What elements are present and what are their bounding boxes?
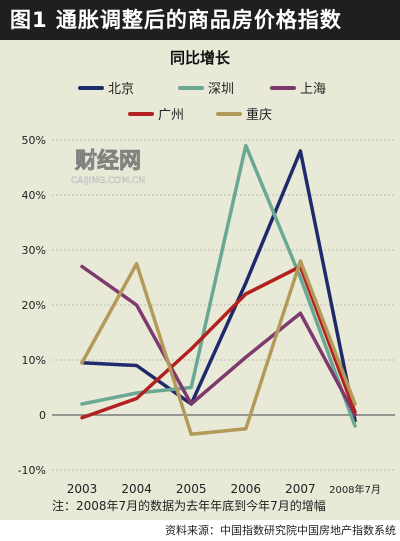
legend-item: 广州 bbox=[128, 108, 184, 123]
chart-note: 注：2008年7月的数据为去年年底到今年7月的增幅 bbox=[52, 498, 326, 513]
figure-title: 图1 通胀调整后的商品房价格指数 bbox=[0, 0, 400, 40]
legend-label: 北京 bbox=[108, 82, 134, 97]
y-tick-label: 50% bbox=[22, 134, 46, 147]
legend-label: 广州 bbox=[158, 108, 184, 123]
y-tick-label: -10% bbox=[18, 464, 46, 477]
legend-label: 上海 bbox=[300, 82, 326, 97]
legend-item: 重庆 bbox=[216, 107, 272, 123]
series-line bbox=[80, 143, 357, 428]
series-line bbox=[80, 259, 357, 436]
legend-label: 重庆 bbox=[246, 107, 272, 123]
watermark-logo: 财经网 bbox=[75, 148, 141, 174]
x-tick-label: 2006 bbox=[231, 482, 262, 496]
legend-label: 深圳 bbox=[208, 82, 234, 97]
series-line bbox=[80, 264, 357, 420]
x-tick-label: 2007 bbox=[285, 482, 316, 496]
grid bbox=[52, 139, 395, 471]
y-tick-label: 40% bbox=[22, 189, 46, 202]
y-tick-label: 10% bbox=[22, 354, 46, 367]
watermark: 财经网 CAIJING.COM.CN bbox=[71, 148, 145, 187]
y-tick-label: 0 bbox=[39, 409, 46, 422]
chart-title: 同比增长 bbox=[170, 49, 231, 67]
chart-panel: 同比增长 北京 深圳 上海广州 重庆 -10% 0 10% 20% 30% 40% 50% 200… bbox=[0, 40, 400, 520]
x-axis: 2003 2004 2005 2006 2007 2008年7月 bbox=[67, 482, 381, 496]
x-tick-label: 2005 bbox=[176, 482, 207, 496]
x-tick-label: 2004 bbox=[121, 482, 152, 496]
y-axis: -10% 0 10% 20% 30% 40% 50% bbox=[18, 134, 46, 477]
legend-item: 深圳 bbox=[178, 82, 234, 97]
series-line bbox=[80, 149, 357, 423]
x-tick-label: 2003 bbox=[67, 482, 98, 496]
legend-item: 上海 bbox=[270, 82, 326, 97]
series-line bbox=[80, 264, 357, 417]
series-lines bbox=[80, 143, 357, 436]
watermark-url: CAIJING.COM.CN bbox=[71, 176, 145, 186]
x-tick-label: 2008年7月 bbox=[329, 483, 381, 496]
y-tick-label: 20% bbox=[22, 299, 46, 312]
footer-source: 资料来源：中国指数研究院中国房地产指数系统 bbox=[0, 520, 400, 541]
y-tick-label: 30% bbox=[22, 244, 46, 257]
legend-item: 北京 bbox=[78, 82, 134, 97]
